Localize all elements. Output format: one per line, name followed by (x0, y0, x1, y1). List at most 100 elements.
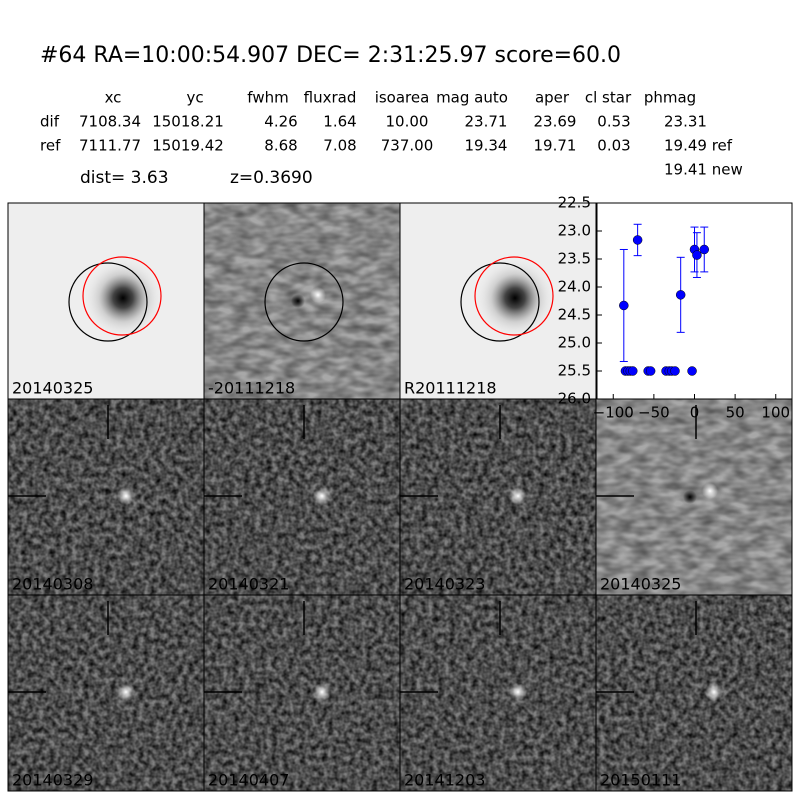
stamp-label: 20140407 (208, 771, 289, 790)
stamp: 20140323 (399, 398, 597, 596)
column-header: fwhm (247, 89, 288, 107)
point (619, 300, 629, 311)
y-tick-label: 26.0 (558, 390, 591, 408)
aperture-ref (474, 256, 554, 336)
y-tick-label: 25.5 (558, 362, 591, 380)
stamp-label: 20141203 (404, 771, 485, 790)
source (509, 683, 527, 701)
table: xc yc fwhm fluxrad isoarea mag auto aper cl sta… (40, 89, 733, 155)
cell: 1.64 (323, 113, 356, 131)
stamp-noise (204, 595, 400, 791)
stamp-label: 20140321 (208, 575, 289, 594)
point (692, 250, 702, 260)
column-header: isoarea (375, 89, 430, 107)
cell: 15019.42 (152, 137, 224, 155)
cell: 19.49 ref (664, 137, 733, 155)
y-tick-label: 22.5 (558, 194, 591, 212)
x-tick-label: 100 (761, 404, 790, 422)
aperture (264, 262, 344, 342)
stamp: 20150111 (595, 594, 793, 792)
stamp: 20140308 (7, 398, 205, 596)
y-tick-label: 23.5 (558, 250, 591, 268)
y-tick-label: 23.0 (558, 222, 591, 240)
x-tick-label: 0 (690, 404, 700, 422)
redshift: z=0.3690 (230, 168, 313, 188)
x-tick-label: −50 (638, 404, 670, 422)
stamp: 20141203 (399, 594, 597, 792)
stamp-label: 20150111 (600, 771, 681, 790)
stamp-noise (8, 399, 204, 595)
stamp-noise (596, 595, 792, 791)
stamp-label: -20111218 (208, 379, 295, 398)
column-header: mag auto (436, 89, 508, 107)
column-header: phmag (644, 89, 696, 107)
cell: 0.03 (597, 137, 630, 155)
point (645, 366, 656, 376)
aperture (460, 262, 540, 342)
row-label: dif (40, 113, 60, 131)
lightcurve: 22.5 23.0 23.5 24.0 24.5 25.0 25.5 26.0−100 −50 0… (558, 194, 793, 422)
cell: 0.53 (597, 113, 630, 131)
stamp-noise (400, 399, 596, 595)
cell: 15018.21 (152, 113, 224, 131)
point (628, 366, 638, 376)
dist: dist= 3.63 (80, 168, 169, 188)
cell: 4.26 (264, 113, 297, 131)
galaxy (83, 258, 163, 338)
source (117, 683, 135, 701)
stamp-label: 20140325 (600, 575, 681, 594)
galaxy (475, 258, 555, 338)
row-label: ref (40, 137, 61, 155)
cell: 7108.34 (79, 113, 141, 131)
cell: 23.31 (664, 113, 707, 131)
column-header: xc (105, 89, 122, 107)
stamp: 20140325 (7, 202, 205, 400)
stamp-label: 20140329 (12, 771, 93, 790)
cell: 23.71 (465, 113, 508, 131)
cell: 7.08 (323, 137, 356, 155)
stamp-noise (204, 399, 400, 595)
aperture-ref (82, 256, 162, 336)
cell: 10.00 (386, 113, 429, 131)
point (632, 235, 643, 245)
stamp-noise (400, 595, 596, 791)
cell: 737.00 (381, 137, 434, 155)
stamp-label: 20140325 (12, 379, 93, 398)
residual-bright (310, 287, 326, 303)
stamp-frame (595, 594, 793, 792)
y-tick-label: 25.0 (558, 334, 591, 352)
column-header: aper (535, 89, 570, 107)
title: #64 RA=10:00:54.907 DEC= 2:31:25.97 scor… (40, 43, 621, 68)
source (313, 683, 331, 701)
phmag-new: 19.41 new (664, 161, 743, 179)
cell: 7111.77 (79, 137, 141, 155)
stamp-label: R20111218 (404, 379, 497, 398)
aperture (68, 262, 148, 342)
x-tick-label: 50 (726, 404, 745, 422)
cell: 8.68 (264, 137, 297, 155)
cell: 19.34 (465, 137, 508, 155)
stamp: R20111218 (399, 202, 597, 400)
source (509, 487, 527, 505)
point (699, 244, 709, 255)
point (670, 366, 680, 376)
source (705, 683, 723, 701)
y-tick-label: 24.0 (558, 278, 591, 296)
residual-bright (702, 483, 718, 499)
source (117, 487, 135, 505)
x-tick-label: −100 (593, 404, 634, 422)
stamp: 20140321 (203, 398, 401, 596)
column-header: yc (186, 89, 203, 107)
cell: 19.71 (534, 137, 577, 155)
stamp-label: 20140323 (404, 575, 485, 594)
stamp-noise (8, 595, 204, 791)
y-tick-label: 24.5 (558, 306, 591, 324)
residual-dark (291, 294, 305, 308)
stamp-label: 20140308 (12, 575, 93, 594)
stamp: 20140329 (7, 594, 205, 792)
source (313, 487, 331, 505)
residual-dark (683, 490, 697, 504)
stamps: 20140325 -20111218 R20111218 20140308 201403… (7, 202, 793, 792)
stamp: 20140325 (595, 398, 793, 596)
